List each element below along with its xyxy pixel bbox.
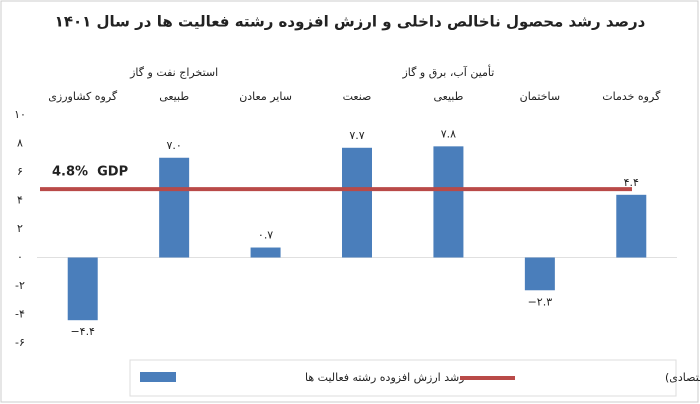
bar (159, 157, 190, 258)
legend-label: رشد محصول ناخالص داخلی (رشد اقتصادی) (665, 371, 700, 384)
y-tick-label: -۴ (15, 308, 25, 321)
bar (67, 257, 98, 321)
x-category-label: سایر معادن (239, 90, 292, 103)
x-category-label: استخراج نفت و گاز (129, 66, 218, 79)
y-tick-label: ۴ (17, 194, 23, 207)
value-label: ۷.۸ (441, 127, 456, 140)
y-tick-label: ۲ (17, 222, 23, 235)
value-label: ۴.۴ (624, 176, 639, 189)
value-label: ۷.۰ (166, 139, 181, 152)
bar (524, 257, 555, 291)
x-category-label: گروه کشاورزی (48, 90, 118, 103)
value-label: ۰.۷ (258, 229, 273, 242)
x-category-label: طبیعی (433, 90, 463, 103)
y-tick-label: ۶ (17, 165, 23, 178)
y-tick-label: ۰ (17, 251, 23, 264)
x-category-label: تأمین آب، برق و گاز (402, 64, 495, 79)
x-category-label: گروه خدمات (602, 90, 661, 103)
x-category-label: طبیعی (159, 90, 189, 103)
x-category-label: صنعت (343, 90, 372, 103)
chart-title: درصد رشد محصول ناخالص داخلی و ارزش افزود… (55, 13, 646, 31)
y-tick-label: -۶ (15, 336, 25, 349)
value-label: ۷.۷ (349, 129, 364, 142)
bar (433, 146, 464, 258)
bar (250, 247, 281, 258)
bar (342, 147, 372, 258)
y-tick-label: -۲ (15, 279, 25, 292)
legend-swatch (140, 372, 176, 382)
value-label: −۴.۴ (70, 325, 95, 338)
reference-label: 4.8% GDP (52, 165, 128, 180)
x-category-label: ساختمان (520, 90, 560, 103)
bar (616, 194, 647, 258)
y-tick-label: ۱۰ (14, 108, 26, 121)
value-label: −۲.۳ (528, 295, 553, 308)
legend-frame (129, 359, 677, 397)
legend-label: رشد ارزش افزوده رشته فعالیت ها (305, 371, 465, 384)
y-tick-label: ۸ (17, 137, 23, 150)
